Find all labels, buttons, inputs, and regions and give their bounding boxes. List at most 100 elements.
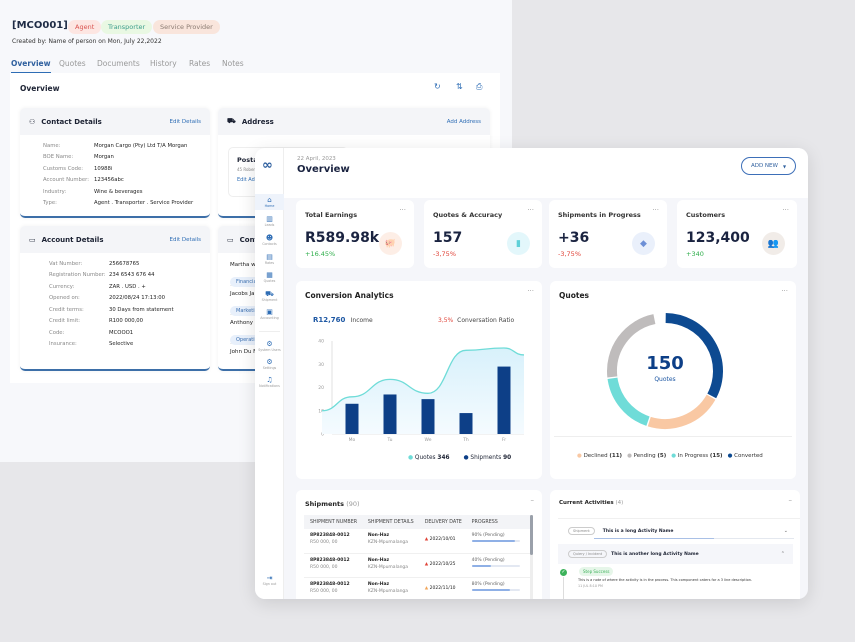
home-icon: ⌂	[267, 196, 272, 204]
sign-out-icon: ⇥	[266, 574, 273, 582]
table-row[interactable]: 8P823848-0012 R50 000, 00 Non-Haz KZN-Mpuma…	[304, 553, 531, 578]
sidebar-item-rates[interactable]: ▤ Rates	[255, 251, 284, 267]
shipments-bar-Tu[interactable]	[383, 394, 397, 434]
detail-label: Name:	[43, 142, 61, 149]
progress-cell: 80% (Pending)	[465, 577, 531, 599]
card-title: Address	[241, 117, 274, 126]
sidebar-item-shipment[interactable]: ⛟ Shipment	[255, 288, 284, 304]
chevron-down-icon: ▼	[782, 163, 787, 169]
more-icon[interactable]: ···	[781, 287, 788, 295]
shipments-bar-Th[interactable]	[459, 413, 473, 434]
income-summary: R12,760 Income	[313, 316, 373, 324]
sidebar-item-notifications[interactable]: ♫ Notifications	[255, 374, 284, 390]
refresh-icon[interactable]: ↻	[434, 82, 441, 91]
ratio-label: Conversation Ratio	[457, 317, 515, 324]
more-icon[interactable]: ···	[527, 287, 534, 295]
column-header[interactable]: DELIVERY DATE	[418, 515, 466, 529]
contact-name: Anthony	[230, 320, 253, 326]
detail-value: 2022/08/24 17:13:00	[109, 295, 166, 302]
quotes-donut-chart	[607, 313, 723, 429]
contact-person[interactable]: John Du F	[230, 344, 490, 369]
sidebar-label: Accounting	[260, 316, 279, 320]
stat-title: Total Earnings	[305, 211, 358, 219]
divider	[259, 331, 280, 332]
activity-item[interactable]: Quiery / Incident This is another long A…	[558, 544, 793, 564]
tab-rates[interactable]: Rates	[189, 59, 211, 68]
stat-value: 157	[433, 230, 463, 246]
sidebar-item-quotes[interactable]: ▦ Quotes	[255, 269, 284, 285]
bell-icon: ♫	[266, 376, 273, 384]
shipments-bar-We[interactable]	[421, 399, 435, 434]
legend-converted: ● Converted	[727, 453, 763, 459]
more-icon[interactable]: –	[530, 496, 535, 504]
detail-value: 123456abc	[94, 177, 124, 184]
donut-segment-pending[interactable]	[607, 314, 656, 378]
print-icon[interactable]: ⎙	[476, 82, 483, 91]
more-icon[interactable]: ···	[399, 206, 406, 214]
contact-name: Jacobs Ja	[230, 291, 255, 297]
tab-overview[interactable]: Overview	[11, 59, 51, 74]
detail-row: Account Number: 123456abc	[43, 175, 210, 187]
donut-segment-in-progress[interactable]	[607, 377, 650, 426]
sidebar-item-leads[interactable]: ▥ Leads	[255, 213, 284, 229]
card-title: Conversion Analytics	[305, 291, 394, 300]
sign-out-button[interactable]: ⇥ Sign out	[255, 574, 284, 586]
sidebar-item-settings[interactable]: ⚙ Settings	[255, 356, 284, 372]
contact-details-card: ⚇ Contact Details Edit Details Name: Morgan…	[20, 108, 210, 218]
sidebar-item-contacts[interactable]: ☻ Contacts	[255, 232, 284, 248]
tag-agent: Agent	[68, 20, 102, 34]
shipments-card: Shipments (90) – SHIPMENT NUMBER SHIPMENT…	[296, 490, 542, 599]
tab-history[interactable]: History	[150, 59, 177, 68]
ratio-summary: 3,5% Conversation Ratio	[438, 317, 514, 324]
dashboard-window: ∞ ⌂ Home ▥ Leads ☻ Contacts ▤ Rates ▦ Quotes ⛟ Ship…	[255, 148, 808, 599]
stat-card-total-earnings: Total Earnings ··· R589.98k +16.45% 🐖	[296, 200, 414, 268]
sidebar-item-home[interactable]: ⌂ Home	[255, 194, 284, 210]
chevron-up-icon[interactable]: ⌃	[780, 551, 785, 557]
sidebar-label: Notifications	[259, 384, 280, 388]
tab-documents[interactable]: Documents	[97, 59, 140, 68]
sidebar-label: Quotes	[263, 279, 276, 283]
legend-dot: ●	[727, 453, 735, 459]
scrollbar[interactable]	[530, 515, 533, 599]
customer-code: [MCO001]	[12, 20, 68, 31]
sidebar-item-accounting[interactable]: ▣ Accounting	[255, 306, 284, 322]
edit-contact-details-link[interactable]: Edit Details	[169, 118, 201, 125]
postal-label: Postal	[237, 156, 260, 164]
shipments-bar-Fr[interactable]	[497, 366, 511, 434]
edit-account-details-link[interactable]: Edit Details	[169, 236, 201, 243]
tab-quotes[interactable]: Quotes	[59, 59, 86, 68]
table-row[interactable]: 8P823848-0012 R50 000, 00 Non-Haz KZN-Mpuma…	[304, 529, 531, 554]
detail-value: Morgan	[94, 154, 114, 161]
more-icon[interactable]: ···	[652, 206, 659, 214]
system-users-icon: ⚙	[266, 340, 273, 348]
more-icon[interactable]: –	[788, 496, 793, 504]
more-icon[interactable]: ···	[782, 206, 789, 214]
divider	[554, 436, 792, 437]
donut-segment-converted[interactable]	[665, 313, 723, 399]
activity-progress	[594, 538, 794, 539]
legend-quotes: ● Quotes 346	[408, 455, 450, 461]
shipments-table: SHIPMENT NUMBER SHIPMENT DETAILS DELIVERY …	[304, 515, 531, 599]
edit-address-link[interactable]: Edit Add	[237, 177, 258, 183]
activity-item[interactable]: Shipment This is a long Activity Name ⌄	[558, 518, 800, 543]
tab-notes[interactable]: Notes	[222, 59, 244, 68]
chevron-down-icon[interactable]: ⌄	[783, 528, 788, 534]
x-tick-label: Fr	[502, 437, 506, 443]
sidebar-label: Home	[264, 204, 275, 208]
detail-label: Insurance:	[49, 341, 77, 348]
accounting-icon: ▣	[266, 308, 273, 316]
more-icon[interactable]: ···	[527, 206, 534, 214]
progress-cell: 90% (Pending)	[465, 529, 531, 554]
shipments-bar-Mo[interactable]	[345, 403, 359, 434]
sidebar-item-system-users[interactable]: ⚙ System Users	[255, 338, 284, 354]
add-address-link[interactable]: Add Address	[446, 118, 481, 125]
sort-icon[interactable]: ⇅	[456, 82, 463, 91]
detail-value: ZAR . USD . +	[109, 283, 146, 290]
conversion-analytics-card: Conversion Analytics ··· R12,760 Income …	[296, 281, 542, 479]
table-row[interactable]: 8P823848-0012 R50 000, 00 Non-Haz KZN-Mpuma…	[304, 577, 531, 599]
progress-cell: 40% (Pending)	[465, 553, 531, 578]
add-new-button[interactable]: ADD NEW ▼	[741, 157, 796, 175]
donut-segment-declined[interactable]	[647, 394, 716, 429]
detail-value: 256678765	[109, 260, 140, 267]
detail-value: 30 Days from statement	[109, 306, 174, 313]
